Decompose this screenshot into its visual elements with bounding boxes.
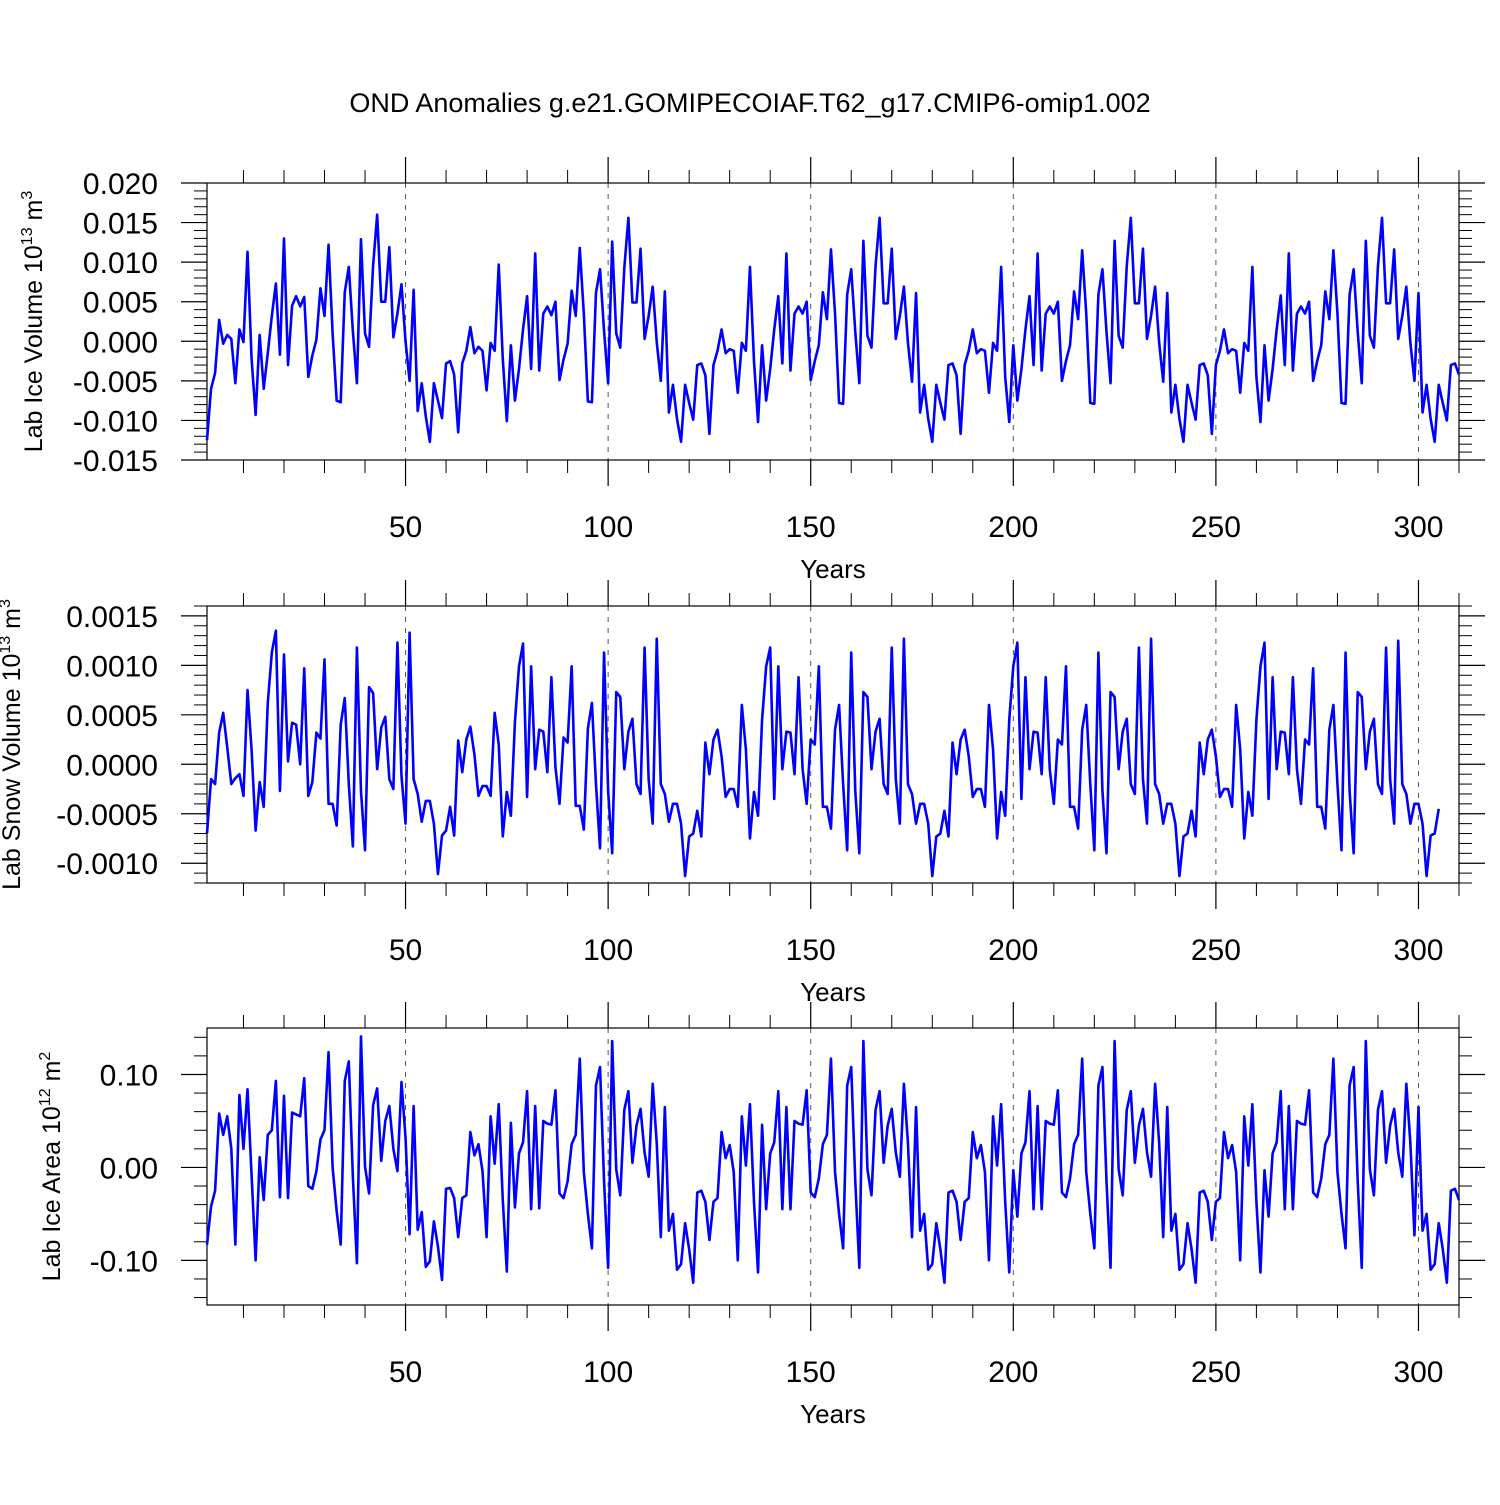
panel-1-ylabel: Lab Ice Volume 1013 m3 [19, 191, 48, 453]
panel-1-frame [206, 182, 1460, 461]
panel-3-xlabel: Years [800, 1399, 866, 1429]
panel-3-xtick-label: 300 [1393, 1356, 1443, 1389]
panel-3-xtick-label: 100 [583, 1356, 633, 1389]
panel-1-ytick-label: 0.010 [83, 247, 158, 280]
panel-1-xtick-label: 150 [786, 511, 836, 544]
panel-3-xtick-label: 250 [1191, 1356, 1241, 1389]
panel-2-series-line [205, 629, 1441, 878]
panel-2-xtick-label: 200 [988, 934, 1038, 967]
panel-3-series-line [205, 1035, 1461, 1284]
panel-2-ytick-label: 0.0015 [66, 601, 158, 634]
panel-1-ytick-label: 0.020 [83, 168, 158, 201]
panel-2-ytick-label: 0.0010 [66, 650, 158, 683]
panel-2-ytick-label: 0.0005 [66, 700, 158, 733]
panel-2-ylabel: Lab Snow Volume 1013 m3 [0, 599, 26, 890]
panel-1-xtick-label: 200 [988, 511, 1038, 544]
panel-3-ylabel: Lab Ice Area 1012 m2 [37, 1052, 66, 1282]
panel-1-xtick-label: 100 [583, 511, 633, 544]
panel-1-xtick-label: 300 [1393, 511, 1443, 544]
panel-1-series-line [205, 213, 1461, 444]
panel-1-ytick-label: 0.015 [83, 208, 158, 241]
panel-2-xlabel: Years [800, 977, 866, 1007]
chart-title: OND Anomalies g.e21.GOMIPECOIAF.T62_g17.… [349, 88, 1151, 118]
panel-3-ytick-label: 0.00 [100, 1152, 158, 1185]
panel-3-frame [206, 1027, 1460, 1306]
panel-1-xtick-label: 50 [389, 511, 422, 544]
panel-1-xlabel: Years [800, 554, 866, 584]
panel-2-ytick-label: -0.0005 [56, 799, 158, 832]
panel-2-xtick-label: 100 [583, 934, 633, 967]
panel-2-ytick-label: 0.0000 [66, 749, 158, 782]
panel-1-ytick-label: -0.005 [73, 366, 158, 399]
panel-1-ytick-label: 0.000 [83, 326, 158, 359]
panel-2-xtick-label: 50 [389, 934, 422, 967]
panel-1-xtick-label: 250 [1191, 511, 1241, 544]
panel-3-xtick-label: 150 [786, 1356, 836, 1389]
panel-2-xtick-label: 150 [786, 934, 836, 967]
panel-3-xtick-label: 50 [389, 1356, 422, 1389]
panel-2-xtick-label: 300 [1393, 934, 1443, 967]
panel-2-xtick-label: 250 [1191, 934, 1241, 967]
panel-3-ytick-label: -0.10 [90, 1245, 158, 1278]
panel-3-xtick-label: 200 [988, 1356, 1038, 1389]
panel-1-ytick-label: -0.010 [73, 405, 158, 438]
panel-1-ytick-label: -0.015 [73, 445, 158, 478]
panel-3-ytick-label: 0.10 [100, 1059, 158, 1092]
panel-1-ytick-label: 0.005 [83, 287, 158, 320]
panel-2-ytick-label: -0.0010 [56, 848, 158, 881]
